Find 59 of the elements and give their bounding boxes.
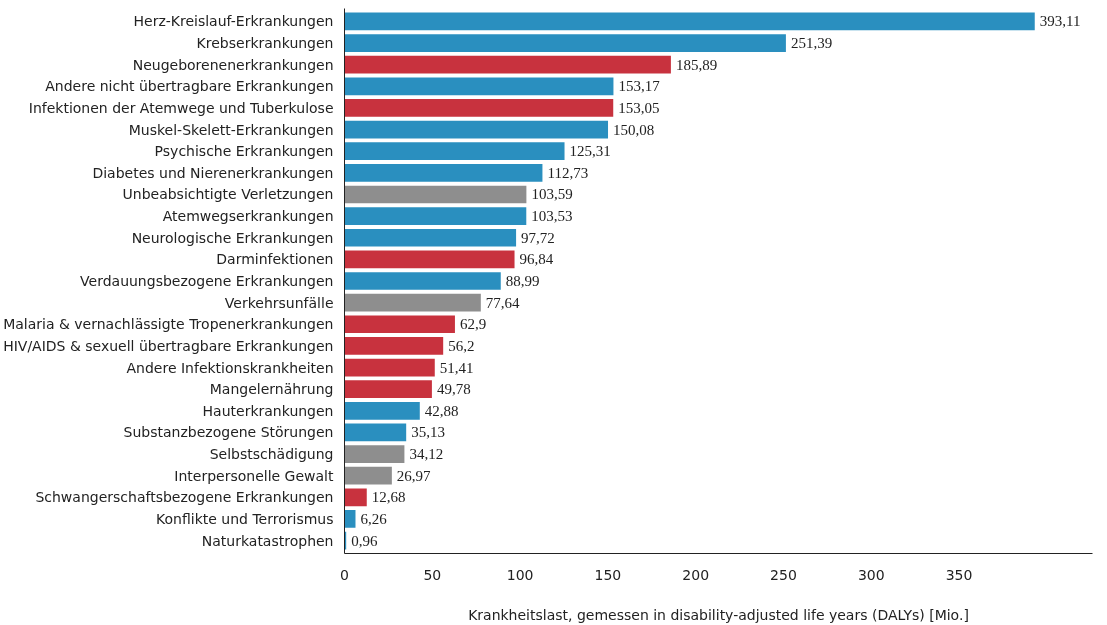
y-tick-label: Mangelernährung [209, 381, 334, 398]
y-tick-label: Interpersonelle Gewalt [174, 467, 335, 484]
data-label: 6,26 [360, 510, 388, 527]
y-tick-label: Naturkatastrophen [201, 532, 334, 549]
data-label: 96,84 [519, 251, 554, 268]
data-label: 56,2 [448, 337, 475, 354]
y-tick-label: Unbeabsichtigte Verletzungen [122, 186, 334, 203]
y-tick-label: Verdauungsbezogene Erkrankungen [80, 273, 334, 289]
y-tick-label: Konflikte und Terrorismus [156, 510, 334, 527]
y-tick-label: Andere nicht übertragbare Erkrankungen [45, 78, 334, 95]
data-label: 153,17 [618, 78, 661, 95]
y-tick-label: Verkehrsunfälle [224, 294, 334, 311]
data-label: 26,97 [396, 467, 432, 484]
y-tick-label: Muskel-Skelett-Erkrankungen [128, 121, 334, 138]
data-label: 251,39 [790, 35, 833, 52]
data-label: 125,31 [569, 143, 611, 160]
data-label: 77,64 [485, 294, 521, 311]
x-tick-label: 200 [682, 566, 710, 583]
data-label: 34,12 [409, 446, 444, 463]
x-tick-label: 50 [423, 566, 442, 583]
x-tick-label: 350 [945, 566, 973, 583]
data-label: 88,99 [505, 273, 540, 289]
data-label: 49,78 [436, 381, 471, 398]
y-tick-label: Krebserkrankungen [196, 35, 334, 52]
data-label: 153,05 [618, 99, 660, 116]
y-tick-label: Psychische Erkrankungen [154, 143, 334, 160]
y-tick-label: Herz-Kreislauf-Erkrankungen [133, 13, 334, 30]
data-label: 103,53 [531, 208, 573, 225]
data-label: 103,59 [531, 186, 573, 203]
y-tick-label: Atemwegserkrankungen [162, 208, 334, 225]
y-tick-label: Diabetes und Nierenerkrankungen [92, 164, 334, 181]
y-tick-label: Darminfektionen [216, 251, 334, 268]
data-label: 112,73 [547, 164, 589, 181]
y-tick-label: Hauterkrankungen [202, 402, 334, 419]
x-axis-title: Krankheitslast, gemessen in disability-adjusted life years (DALYs) [Mio.] [468, 606, 969, 623]
data-label: 393,11 [1039, 13, 1081, 30]
data-label: 150,08 [613, 121, 655, 138]
data-label: 42,88 [424, 402, 459, 419]
x-tick-label: 100 [506, 566, 534, 583]
data-label: 97,72 [521, 229, 555, 246]
data-label: 62,9 [459, 316, 487, 333]
data-label: 35,13 [411, 424, 445, 441]
data-label: 0,96 [351, 532, 378, 549]
data-label: 51,41 [439, 359, 474, 376]
y-tick-label: Selbstschädigung [209, 446, 334, 463]
y-tick-label: Infektionen der Atemwege und Tuberkulose [28, 99, 334, 116]
x-tick-label: 0 [340, 566, 349, 583]
y-tick-label: Neurologische Erkrankungen [131, 229, 334, 246]
y-tick-label: HIV/AIDS & sexuell übertragbare Erkrankungen [3, 337, 334, 354]
y-tick-label: Malaria & vernachlässigte Tropenerkrankungen [3, 316, 334, 333]
x-tick-label: 250 [770, 566, 797, 583]
x-tick-label: 150 [594, 566, 622, 583]
y-tick-label: Substanzbezogene Störungen [123, 424, 334, 441]
y-tick-label: Andere Infektionskrankheiten [126, 359, 334, 376]
x-tick-label: 300 [857, 566, 885, 583]
y-tick-label: Neugeborenenerkrankungen [132, 56, 334, 73]
data-label: 12,68 [371, 489, 406, 506]
y-tick-label: Schwangerschaftsbezogene Erkrankungen [35, 489, 334, 506]
data-label: 185,89 [675, 56, 718, 73]
